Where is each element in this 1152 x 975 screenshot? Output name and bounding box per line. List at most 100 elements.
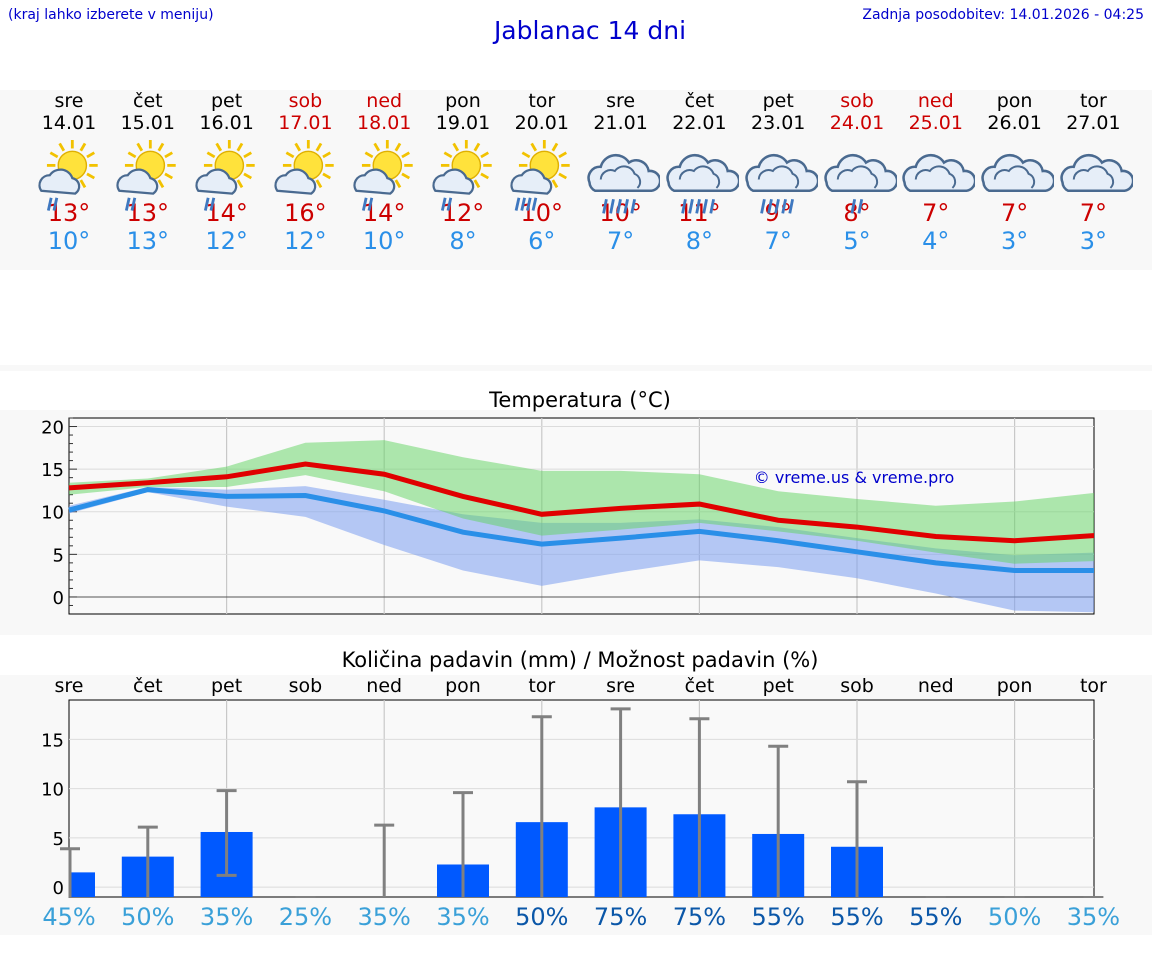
day-date: 26.01	[987, 112, 1042, 134]
y-tick-label: 5	[53, 829, 64, 850]
precip-bar	[69, 872, 95, 897]
day-date: 25.01	[908, 112, 963, 134]
precip-day-label: pon	[445, 675, 481, 697]
day-date: 17.01	[278, 112, 333, 134]
day-column: pet 16.01 14° 12°	[187, 90, 266, 255]
precip-probability: 75%	[672, 903, 727, 931]
temp-min: 3°	[1000, 227, 1029, 255]
day-name: pon	[445, 90, 481, 112]
precip-probability: 25%	[278, 903, 333, 931]
precip-probability: 45%	[42, 903, 96, 931]
day-column: pet 23.01 9° 7°	[739, 90, 818, 255]
precip-day-label: sob	[840, 675, 874, 697]
max-temp-line	[68, 461, 1094, 544]
precip-probability: 50%	[121, 903, 175, 931]
sun-cloud-rain-icon	[37, 140, 98, 211]
temperature-chart-title: Temperatura (°C)	[489, 388, 671, 412]
cloud-heavy-rain-icon	[587, 140, 661, 214]
temp-max: 10°	[520, 199, 564, 227]
day-name: sre	[606, 90, 636, 112]
precip-day-label: tor	[1079, 675, 1107, 697]
day-column: sob 24.01 8° 5°	[818, 90, 897, 255]
min-temp-line	[68, 487, 1094, 574]
temp-min: 3°	[1079, 227, 1108, 255]
last-updated: Zadnja posodobitev: 14.01.2026 - 04:25	[862, 7, 1144, 23]
day-date: 20.01	[514, 112, 569, 134]
day-column: pon 26.01 7° 3°	[975, 90, 1055, 255]
day-name: sob	[840, 90, 874, 112]
day-column: čet 22.01 11° 8°	[660, 90, 739, 255]
temp-min: 12°	[205, 227, 248, 255]
day-column: sre 21.01 10° 7°	[581, 90, 661, 255]
precip-day-label: sre	[54, 675, 84, 697]
cloud-icon	[1060, 140, 1133, 196]
y-tick-label: 10	[41, 503, 64, 524]
temperature-chart: 0 5 10 15 20 © vreme.us & vreme.pro	[41, 417, 1095, 615]
precip-probability: 35%	[1066, 903, 1121, 931]
day-column: čet 15.01 13° 13°	[108, 90, 187, 255]
cloud-icon	[981, 140, 1055, 196]
precip-probability: 55%	[751, 903, 805, 931]
y-tick-label: 0	[53, 588, 64, 609]
temp-max: 7°	[1000, 199, 1029, 227]
day-name: ned	[917, 90, 954, 112]
day-date: 24.01	[829, 112, 885, 134]
precip-day-label: pet	[762, 675, 794, 697]
max-range-band	[69, 440, 1094, 564]
day-column: ned 18.01 14° 10°	[345, 90, 424, 255]
cloud-rain-icon	[823, 140, 897, 214]
precip-day-label: čet	[684, 675, 715, 697]
temp-max: 7°	[1079, 199, 1108, 227]
y-tick-label: 15	[41, 730, 64, 751]
day-name: sre	[54, 90, 84, 112]
sun-cloud-rain-icon	[116, 140, 177, 211]
precip-day-label: sre	[606, 675, 636, 697]
precip-probability: 35%	[436, 903, 490, 931]
y-tick-label: 10	[41, 780, 64, 801]
day-name: tor	[528, 90, 556, 112]
separator-band	[0, 365, 1152, 371]
precip-day-label: pon	[996, 675, 1033, 697]
y-tick-label: 5	[53, 545, 64, 566]
y-tick-label: 15	[41, 460, 64, 481]
precip-probability: 35%	[199, 903, 254, 931]
forecast-strip: sre 14.01 13° 10° čet 15.01 13° 13° pet 16.01 14° 1…	[0, 90, 1152, 270]
day-column: tor 27.01 7° 3°	[1054, 90, 1133, 255]
day-date: 23.01	[750, 112, 806, 134]
day-date: 22.01	[672, 112, 727, 134]
precip-probability: 50%	[515, 903, 569, 931]
precip-chart-title: Količina padavin (mm) / Možnost padavin …	[341, 648, 819, 672]
precip-probability: 75%	[593, 903, 648, 931]
temp-max: 16°	[284, 199, 327, 227]
day-date: 14.01	[41, 112, 97, 134]
temp-min: 10°	[362, 227, 406, 255]
day-date: 21.01	[593, 112, 648, 134]
cloud-heavy-rain-icon	[666, 140, 739, 214]
page-title: Jablanac 14 dni	[493, 16, 687, 45]
day-name: sob	[288, 90, 323, 112]
day-column: sre 14.01 13° 10°	[30, 90, 109, 255]
precip-probability: 35%	[357, 903, 411, 931]
precip-probability: 50%	[987, 903, 1042, 931]
day-column: tor 20.01 10° 6°	[502, 90, 581, 255]
day-name: ned	[366, 90, 403, 112]
temp-min: 6°	[528, 227, 556, 255]
temp-min: 10°	[47, 227, 91, 255]
precip-day-label: sob	[288, 675, 323, 697]
day-name: čet	[133, 90, 163, 112]
temp-min: 4°	[922, 227, 950, 255]
day-date: 16.01	[199, 112, 254, 134]
precip-day-label: ned	[917, 675, 954, 697]
watermark: © vreme.us & vreme.pro	[754, 468, 955, 487]
y-tick-label: 20	[41, 418, 64, 439]
day-date: 15.01	[120, 112, 175, 134]
day-date: 18.01	[356, 112, 412, 134]
sun-cloud-icon	[274, 140, 334, 196]
cloud-icon	[902, 140, 976, 196]
precip-probability: 55%	[830, 903, 884, 931]
precip-day-label: ned	[366, 675, 403, 697]
sun-cloud-heavy-rain-icon	[510, 140, 571, 211]
temp-min: 5°	[843, 227, 871, 255]
precip-chart: 0 5 10 15	[41, 699, 1104, 899]
day-column: sob 17.01 16° 12°	[266, 90, 345, 255]
